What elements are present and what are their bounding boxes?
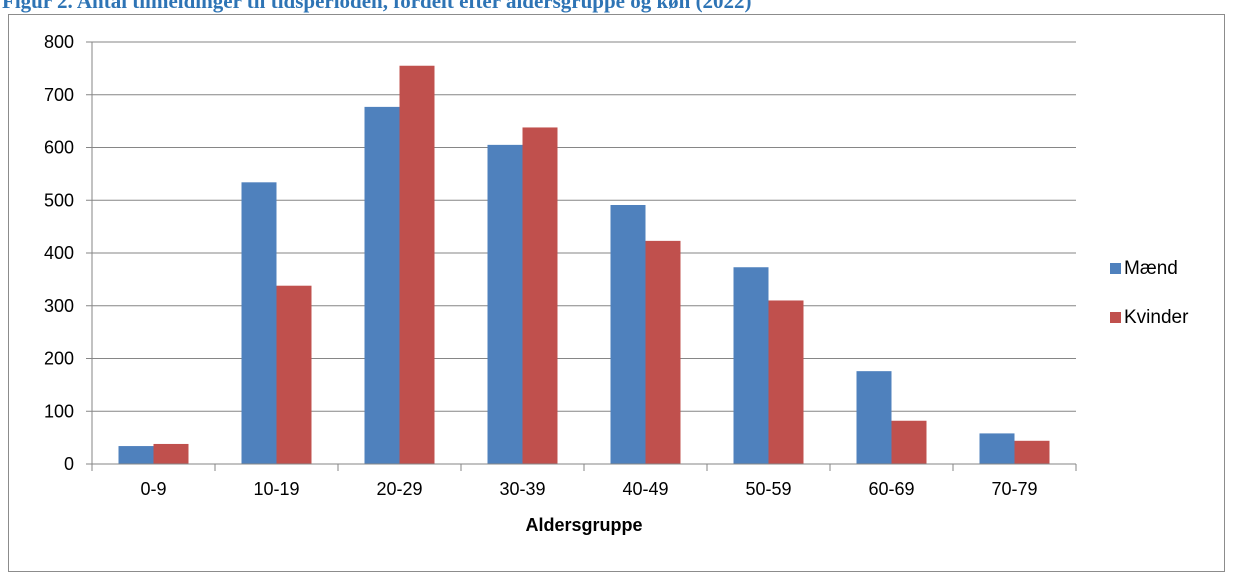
bar-chart: 0 100 200 300 400 500 600 700 800 0-9 10-19 20-29 30… (44, 32, 1189, 535)
bar-kvinder-10-19 (276, 285, 312, 464)
y-tick-label: 500 (44, 190, 74, 210)
bar-mænd-0-9 (118, 446, 154, 464)
bar-kvinder-30-39 (522, 127, 558, 464)
y-tick-label: 0 (64, 454, 74, 474)
bar-mænd-70-79 (979, 433, 1015, 464)
x-tick-label: 40-49 (622, 479, 668, 499)
y-tick-label: 200 (44, 349, 74, 369)
x-tick-label: 60-69 (868, 479, 914, 499)
bar-mænd-30-39 (487, 144, 523, 465)
bar-mænd-20-29 (364, 106, 400, 464)
bar-kvinder-40-49 (645, 240, 681, 464)
chart-frame: 0 100 200 300 400 500 600 700 800 0-9 10-19 20-29 30… (8, 14, 1225, 572)
bar-mænd-40-49 (610, 204, 646, 464)
x-tick-label: 10-19 (253, 479, 299, 499)
x-tick-label: 30-39 (499, 479, 545, 499)
y-tick-label: 400 (44, 243, 74, 263)
y-tick-label: 300 (44, 296, 74, 316)
bar-mænd-60-69 (856, 371, 892, 464)
y-tick-label: 700 (44, 85, 74, 105)
legend-label-mænd: Mænd (1124, 258, 1178, 279)
bar-mænd-50-59 (733, 267, 769, 464)
bar-kvinder-50-59 (768, 300, 804, 464)
figure-title: Figur 2. Antal tilmeldinger til tidsperi… (2, 0, 752, 13)
y-tick-label: 800 (44, 32, 74, 52)
bar-kvinder-0-9 (153, 443, 189, 464)
x-axis-title: Aldersgruppe (525, 515, 642, 535)
legend-swatch-mænd (1110, 263, 1121, 274)
x-tick-label: 50-59 (745, 479, 791, 499)
y-tick-label: 600 (44, 138, 74, 158)
figure-title-strip: Figur 2. Antal tilmeldinger til tidsperi… (0, 0, 1234, 16)
y-tick-label: 100 (44, 401, 74, 421)
bar-kvinder-60-69 (891, 420, 927, 464)
x-tick-label: 20-29 (376, 479, 422, 499)
bar-kvinder-20-29 (399, 65, 435, 465)
bar-kvinder-70-79 (1014, 440, 1050, 464)
legend-swatch-kvinder (1110, 312, 1121, 323)
legend-label-kvinder: Kvinder (1124, 307, 1189, 328)
x-tick-label: 70-79 (991, 479, 1037, 499)
bar-mænd-10-19 (241, 182, 277, 464)
x-tick-label: 0-9 (140, 479, 166, 499)
